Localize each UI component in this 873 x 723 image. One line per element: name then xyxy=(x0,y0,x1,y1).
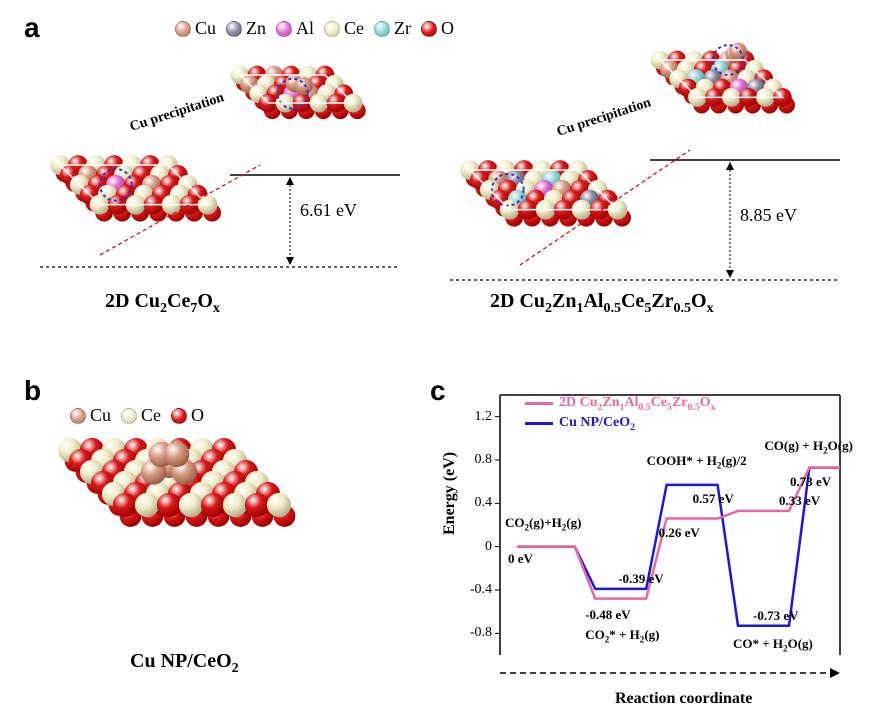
ytick-0.4: 0.4 xyxy=(462,495,492,511)
legend-item-ce: Ce xyxy=(121,405,161,426)
chart-annot-8: 0.33 eV xyxy=(779,493,820,509)
legend-label-blue: Cu NP/CeO2 xyxy=(559,415,635,433)
ce-legend-text: Ce xyxy=(141,405,161,426)
ce-legend-dot xyxy=(324,21,340,37)
chart-annot-10: CO* + H2O(g) xyxy=(733,636,813,654)
chart-c: Energy (eV) Reaction coordinate 2D Cu2Zn… xyxy=(445,385,860,715)
legend-entry-pink: 2D Cu2Zn1Al0.5Ce5Zr0.5Ox xyxy=(525,395,716,413)
legend-item-cu: Cu xyxy=(70,405,111,426)
chart-annot-4: CO2* + H2(g) xyxy=(585,627,659,645)
legend-a: Cu Zn Al Ce Zr O xyxy=(175,18,454,39)
caption-a-right: 2D Cu2Zn1Al0.5Ce5Zr0.5Ox xyxy=(490,290,714,317)
ytick-0: 0 xyxy=(462,539,492,555)
y-axis-label: Energy (eV) xyxy=(441,452,459,535)
chart-annot-5: COOH* + H2(g)/2 xyxy=(647,453,747,471)
legend-item-ce: Ce xyxy=(324,18,364,39)
chart-legend: 2D Cu2Zn1Al0.5Ce5Zr0.5Ox Cu NP/CeO2 xyxy=(525,395,716,435)
o-legend-dot xyxy=(421,21,437,37)
lattice-a-right-lower xyxy=(450,150,660,290)
chart-annot-1: 0 eV xyxy=(508,551,533,567)
lattice-a-left-upper xyxy=(220,55,400,175)
ytick--0.8: -0.8 xyxy=(462,625,492,641)
legend-b: Cu Ce O xyxy=(70,405,204,426)
legend-entry-blue: Cu NP/CeO2 xyxy=(525,415,716,433)
legend-item-o: O xyxy=(421,18,454,39)
energy-right: 8.85 eV xyxy=(740,205,797,226)
caption-b: Cu NP/CeO2 xyxy=(130,650,239,677)
legend-item-cu: Cu xyxy=(175,18,216,39)
chart-annot-9: -0.73 eV xyxy=(753,608,799,624)
o-legend-text: O xyxy=(191,405,204,426)
cu-legend-text: Cu xyxy=(90,405,111,426)
legend-item-o: O xyxy=(171,405,204,426)
x-axis-label: Reaction coordinate xyxy=(615,690,752,708)
ytick-0.8: 0.8 xyxy=(462,452,492,468)
al-legend-dot xyxy=(276,21,292,37)
al-legend-text: Al xyxy=(296,18,314,39)
panel-label-c: c xyxy=(430,375,446,407)
legend-item-zn: Zn xyxy=(226,18,266,39)
chart-annot-11: CO(g) + H2O(g) xyxy=(764,438,853,456)
cu-legend-dot xyxy=(70,408,86,424)
legend-line-pink xyxy=(525,402,553,405)
legend-item-zr: Zr xyxy=(374,18,411,39)
chart-annot-3: -0.48 eV xyxy=(585,607,631,623)
lattice-a-right-upper xyxy=(640,40,840,175)
ce-legend-dot xyxy=(121,408,137,424)
energy-left: 6.61 eV xyxy=(300,200,357,221)
lattice-a-left-lower xyxy=(40,145,240,275)
legend-line-blue xyxy=(525,422,553,425)
zr-legend-dot xyxy=(374,21,390,37)
ytick-1.2: 1.2 xyxy=(462,409,492,425)
zn-legend-dot xyxy=(226,21,242,37)
zn-legend-text: Zn xyxy=(246,18,266,39)
ce-legend-text: Ce xyxy=(344,18,364,39)
chart-annot-7: 0.26 eV xyxy=(659,525,700,541)
caption-a-left: 2D Cu2Ce7Ox xyxy=(105,290,220,317)
cu-legend-dot xyxy=(175,21,191,37)
legend-item-al: Al xyxy=(276,18,314,39)
chart-annot-0: CO2(g)+H2(g) xyxy=(505,515,581,533)
chart-annot-12: 0.73 eV xyxy=(790,474,831,490)
legend-label-pink: 2D Cu2Zn1Al0.5Ce5Zr0.5Ox xyxy=(559,395,716,413)
panel-label-a: a xyxy=(24,12,40,44)
cu-legend-text: Cu xyxy=(195,18,216,39)
panel-label-b: b xyxy=(24,375,41,407)
chart-annot-6: 0.57 eV xyxy=(693,491,734,507)
zr-legend-text: Zr xyxy=(394,18,411,39)
precip-label-right: Cu precipitation xyxy=(555,95,653,141)
o-legend-text: O xyxy=(441,18,454,39)
chart-annot-2: -0.39 eV xyxy=(618,571,664,587)
precip-label-left: Cu precipitation xyxy=(128,90,226,136)
ytick--0.4: -0.4 xyxy=(462,582,492,598)
lattice-b xyxy=(55,430,375,640)
o-legend-dot xyxy=(171,408,187,424)
